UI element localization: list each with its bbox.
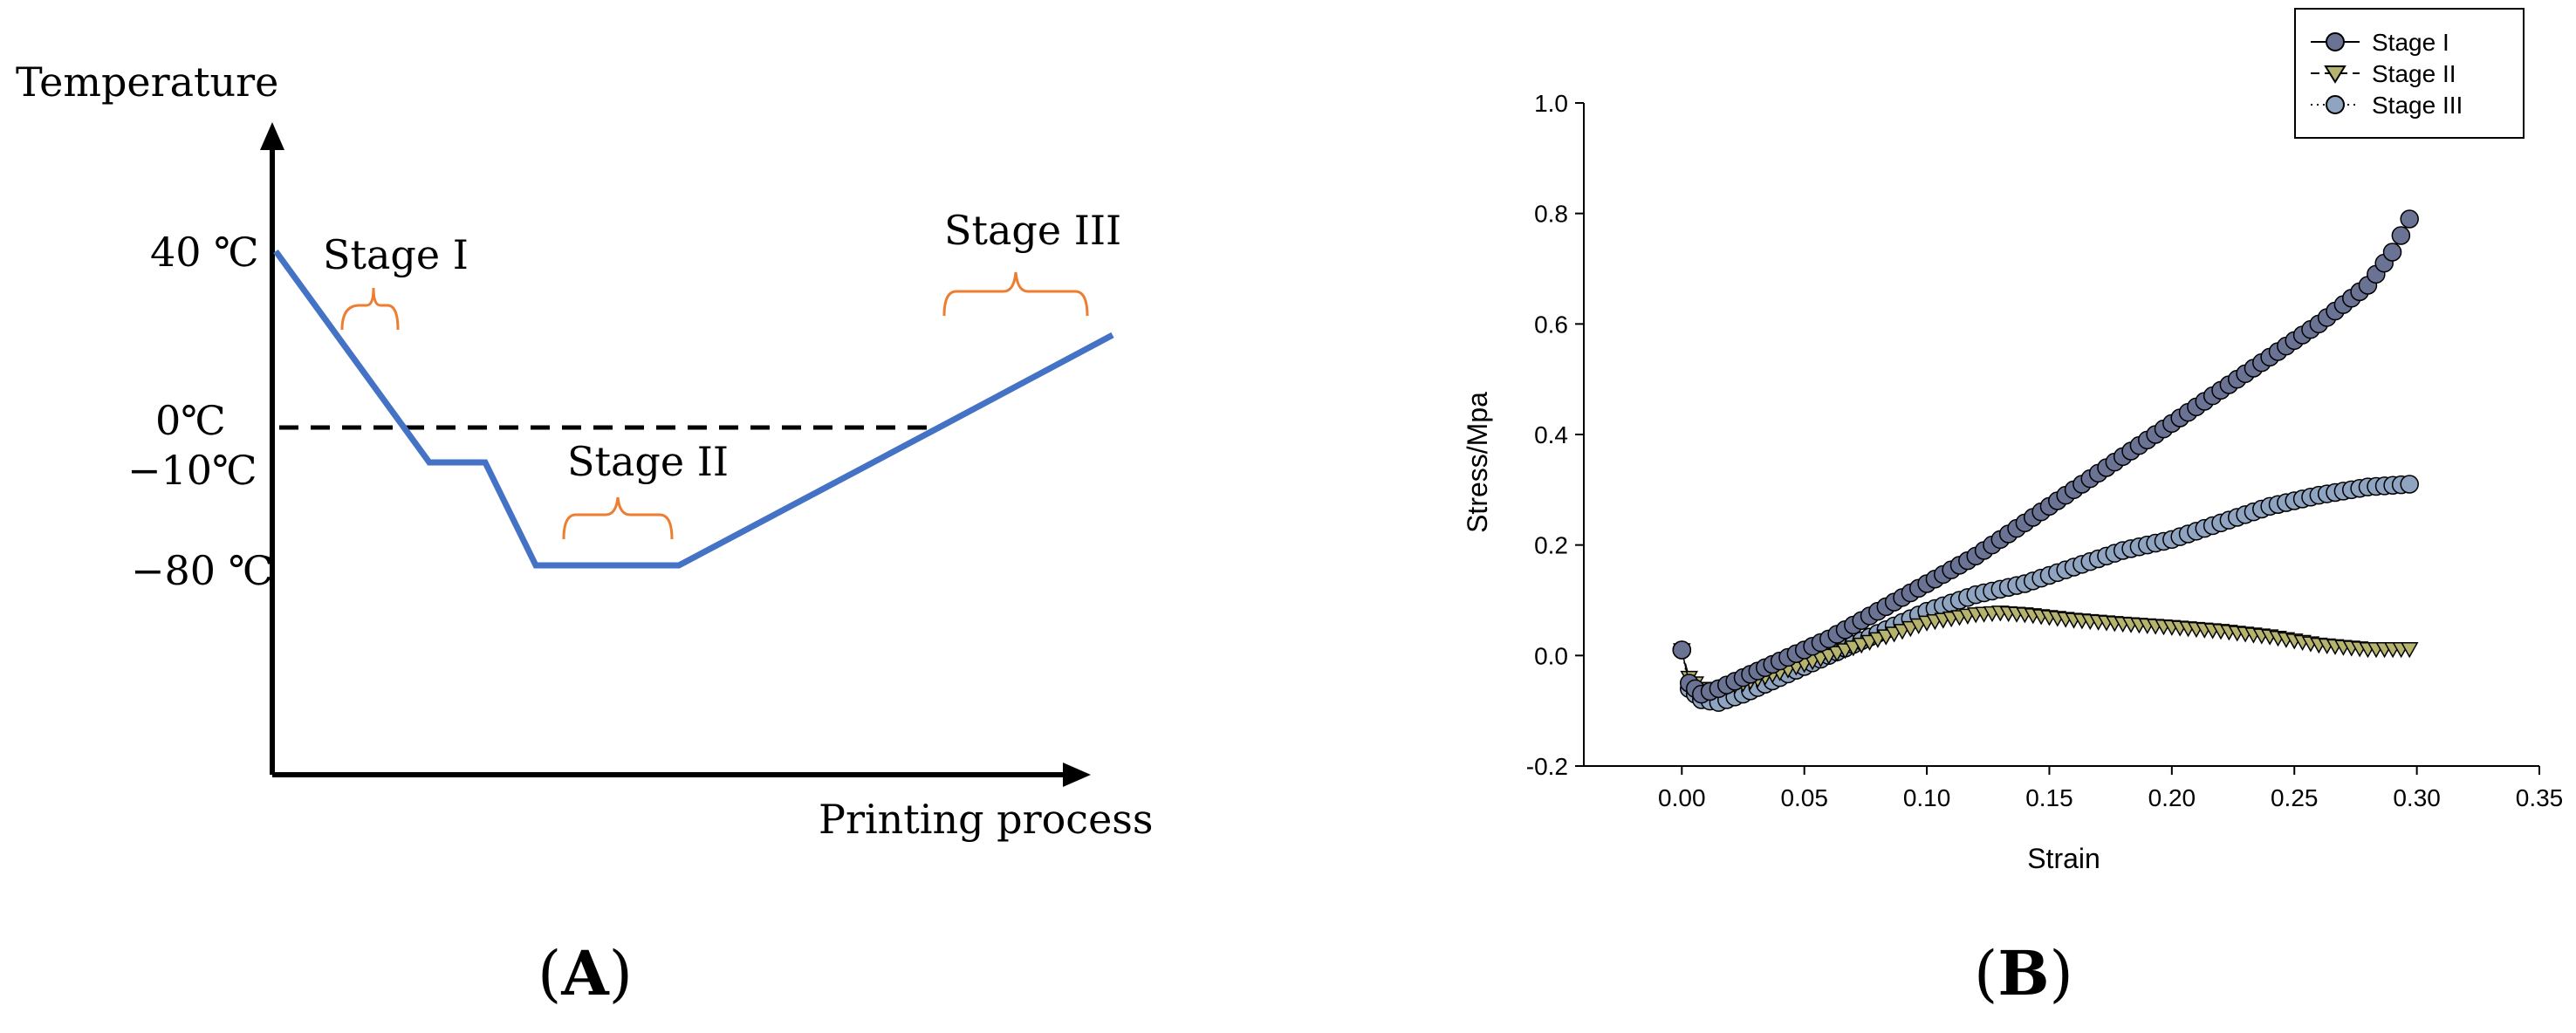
panel-a-label: (A) xyxy=(538,937,633,1009)
legend-label-stage-ii: Stage II xyxy=(2372,60,2456,87)
x-axis-title: Printing process xyxy=(819,796,1154,843)
legend-marker-stage-ii xyxy=(2324,65,2346,84)
x-axis-arrow xyxy=(1063,763,1091,787)
stage-iii-label: Stage III xyxy=(944,207,1121,254)
panel-b-label: (B) xyxy=(1974,937,2073,1009)
x-tick-label: 0.25 xyxy=(2271,784,2319,811)
data-point xyxy=(2400,209,2419,229)
panel-b: -0.2 0.0 0.2 0.4 0.6 0.8 1.0 0.00 0.05 0.10 0.15 0.… xyxy=(1379,0,2576,1029)
x-tick-label: 0.00 xyxy=(1658,784,1706,811)
temperature-profile-diagram: Temperature Printing process 40 ℃ 0℃ −10… xyxy=(16,58,1154,1009)
x-tick-label: 0.05 xyxy=(1780,784,1828,811)
legend-marker-stage-i xyxy=(2326,32,2345,51)
data-point xyxy=(2382,243,2402,262)
panel-a: Temperature Printing process 40 ℃ 0℃ −10… xyxy=(0,0,1239,1029)
y-tick-label: 0.2 xyxy=(1534,532,1568,559)
legend-label-stage-iii: Stage III xyxy=(2372,92,2463,119)
data-point xyxy=(2400,475,2419,494)
series-stage-i xyxy=(1672,209,2419,704)
stage-i-label: Stage I xyxy=(323,231,469,278)
y-tick-label: 0.6 xyxy=(1534,311,1568,338)
x-tick-label: 0.15 xyxy=(2025,784,2073,811)
y-axis-title: Temperature xyxy=(16,58,278,106)
legend-label-stage-i: Stage I xyxy=(2372,29,2449,56)
temperature-profile-line xyxy=(273,249,1114,569)
stage-i-bracket xyxy=(340,287,400,331)
x-tick-label: 0.30 xyxy=(2393,784,2441,811)
y-tick-label: 0℃ xyxy=(155,397,226,444)
stage-ii-bracket xyxy=(562,496,674,540)
x-axis-title: Strain xyxy=(2027,843,2100,874)
y-tick-label: 0.8 xyxy=(1534,201,1568,228)
legend-marker-stage-iii xyxy=(2326,95,2345,114)
data-point xyxy=(2400,641,2419,659)
y-axis-arrow xyxy=(260,122,284,150)
y-tick-label: −80 ℃ xyxy=(131,547,273,594)
x-tick-label: 0.20 xyxy=(2148,784,2196,811)
stage-ii-label: Stage II xyxy=(567,438,729,485)
y-tick-label: 0.4 xyxy=(1534,421,1568,448)
series-line xyxy=(1681,218,2410,695)
legend: Stage I Stage II Stage III xyxy=(2294,8,2525,139)
data-point xyxy=(2391,226,2411,245)
x-tick-label: 0.35 xyxy=(2516,784,2564,811)
y-tick-label: −10℃ xyxy=(127,447,257,494)
axes-group: -0.2 0.0 0.2 0.4 0.6 0.8 1.0 0.00 0.05 0.10 0.15 0.… xyxy=(1526,90,2564,811)
series-group xyxy=(1672,209,2419,712)
stage-iii-bracket xyxy=(942,271,1089,317)
y-tick-label: 0.0 xyxy=(1534,642,1568,669)
stress-strain-chart: -0.2 0.0 0.2 0.4 0.6 0.8 1.0 0.00 0.05 0.10 0.15 0.… xyxy=(1462,8,2564,1009)
data-point xyxy=(1672,640,1692,660)
y-axis-title: Stress/Mpa xyxy=(1462,392,1493,533)
y-tick-label: -0.2 xyxy=(1526,753,1568,780)
y-tick-label: 1.0 xyxy=(1534,90,1568,117)
x-tick-label: 0.10 xyxy=(1903,784,1951,811)
y-tick-label: 40 ℃ xyxy=(150,229,259,276)
